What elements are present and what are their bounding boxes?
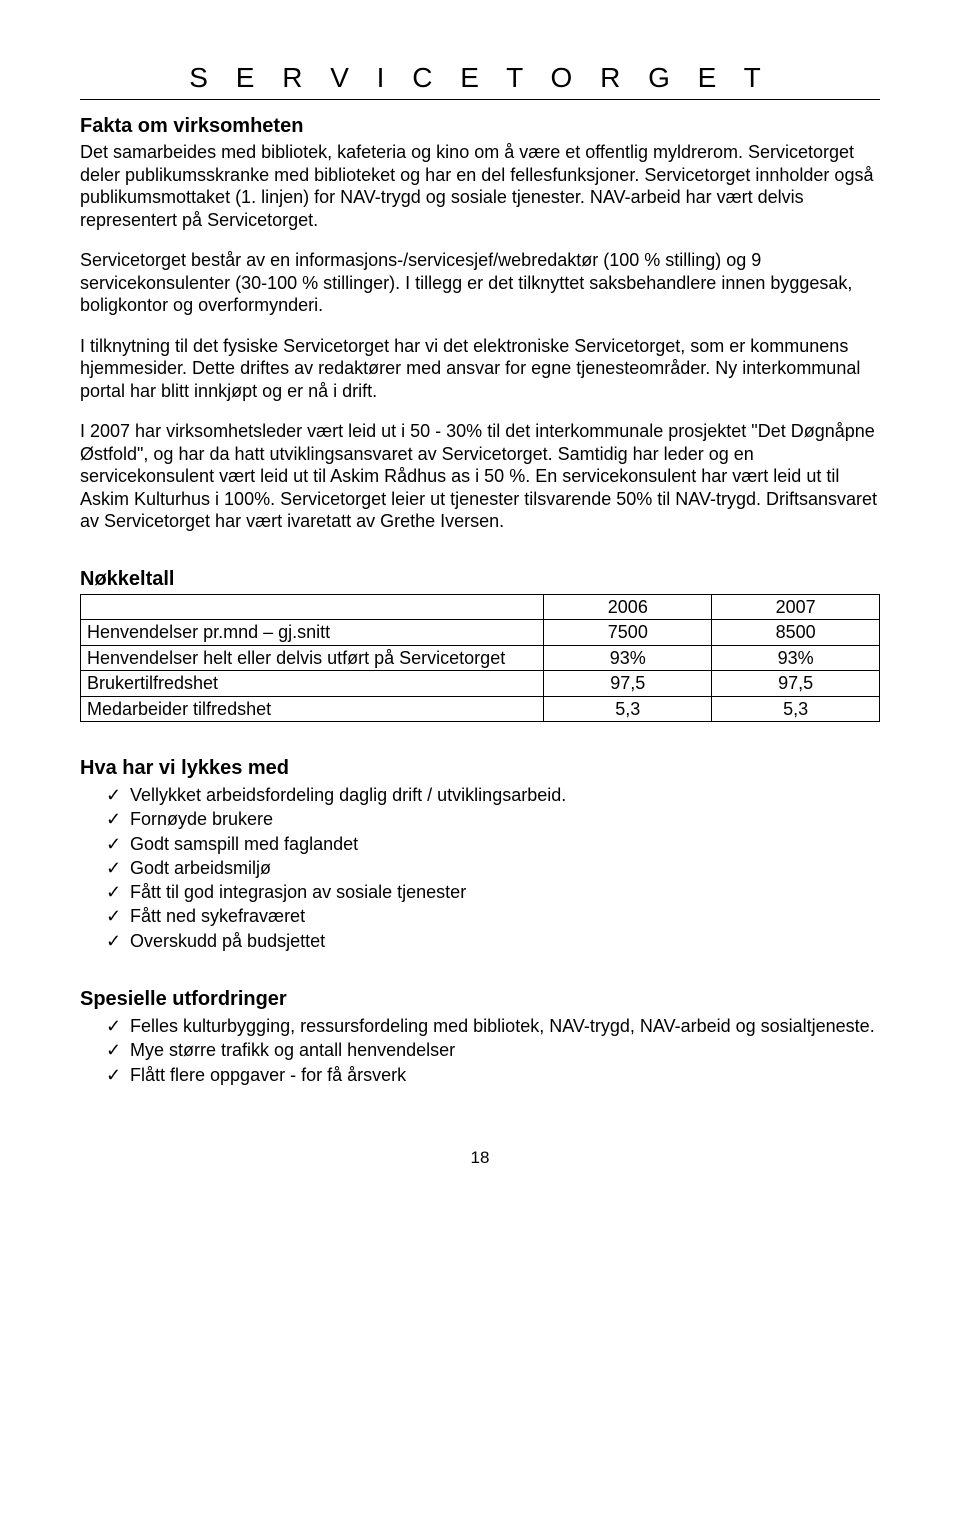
table-cell: 7500	[544, 620, 712, 646]
table-row: Henvendelser pr.mnd – gj.snitt 7500 8500	[81, 620, 880, 646]
list-item: Overskudd på budsjettet	[106, 929, 880, 953]
table-header: 2007	[712, 594, 880, 620]
table-header: 2006	[544, 594, 712, 620]
list-item: Mye større trafikk og antall henvendelse…	[106, 1038, 880, 1062]
table-header	[81, 594, 544, 620]
table-cell: 97,5	[712, 671, 880, 697]
fakta-p2: Servicetorget består av en informasjons-…	[80, 249, 880, 317]
table-row: Henvendelser helt eller delvis utført på…	[81, 645, 880, 671]
heading-utfordringer: Spesielle utfordringer	[80, 987, 880, 1012]
list-item: Fått ned sykefraværet	[106, 904, 880, 928]
fakta-p3: I tilknytning til det fysiske Servicetor…	[80, 335, 880, 403]
table-cell: 97,5	[544, 671, 712, 697]
table-cell: Medarbeider tilfredshet	[81, 696, 544, 722]
table-cell: 5,3	[712, 696, 880, 722]
list-item: Felles kulturbygging, ressursfordeling m…	[106, 1014, 880, 1038]
page-title: S E R V I C E T O R G E T	[80, 60, 880, 95]
heading-lykkes: Hva har vi lykkes med	[80, 756, 880, 781]
table-cell: Henvendelser helt eller delvis utført på…	[81, 645, 544, 671]
list-item: Fornøyde brukere	[106, 807, 880, 831]
heading-fakta: Fakta om virksomheten	[80, 114, 880, 139]
heading-nokkeltall: Nøkkeltall	[80, 567, 880, 592]
table-cell: 8500	[712, 620, 880, 646]
list-item: Vellykket arbeidsfordeling daglig drift …	[106, 783, 880, 807]
table-cell: 93%	[712, 645, 880, 671]
table-row: Medarbeider tilfredshet 5,3 5,3	[81, 696, 880, 722]
list-item: Godt arbeidsmiljø	[106, 856, 880, 880]
utfordringer-list: Felles kulturbygging, ressursfordeling m…	[80, 1014, 880, 1087]
table-header-row: 2006 2007	[81, 594, 880, 620]
lykkes-list: Vellykket arbeidsfordeling daglig drift …	[80, 783, 880, 953]
list-item: Flått flere oppgaver - for få årsverk	[106, 1063, 880, 1087]
table-cell: Brukertilfredshet	[81, 671, 544, 697]
fakta-p4: I 2007 har virksomhetsleder vært leid ut…	[80, 420, 880, 533]
table-cell: Henvendelser pr.mnd – gj.snitt	[81, 620, 544, 646]
table-cell: 93%	[544, 645, 712, 671]
nokkeltall-table: 2006 2007 Henvendelser pr.mnd – gj.snitt…	[80, 594, 880, 723]
table-cell: 5,3	[544, 696, 712, 722]
title-rule	[80, 99, 880, 100]
list-item: Godt samspill med faglandet	[106, 832, 880, 856]
fakta-p1: Det samarbeides med bibliotek, kafeteria…	[80, 141, 880, 231]
list-item: Fått til god integrasjon av sosiale tjen…	[106, 880, 880, 904]
table-row: Brukertilfredshet 97,5 97,5	[81, 671, 880, 697]
page-number: 18	[80, 1147, 880, 1168]
